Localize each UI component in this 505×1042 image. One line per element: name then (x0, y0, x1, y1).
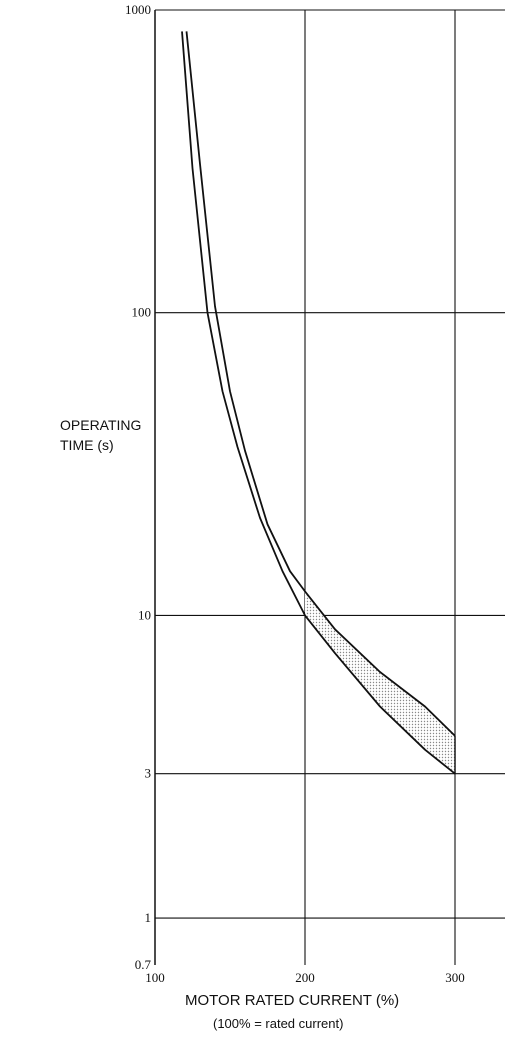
y-tick-label-0.7: 0.7 (135, 957, 152, 972)
y-tick-label-10: 10 (138, 607, 151, 622)
y-tick-label-1000: 1000 (125, 2, 151, 17)
x-axis-label: MOTOR RATED CURRENT (%) (185, 992, 400, 1009)
y-tick-label-1: 1 (145, 910, 152, 925)
x-tick-label-200: 200 (295, 970, 315, 985)
y-axis-label-line-2: TIME (s) (60, 437, 114, 453)
x-axis-sublabel: (100% = rated current) (213, 1016, 344, 1031)
x-tick-label-300: 300 (445, 970, 465, 985)
y-axis-label: OPERATING TIME (s) (60, 415, 141, 455)
y-tick-label-3: 3 (145, 766, 152, 781)
curves (181, 31, 456, 775)
y-axis-label-line-1: OPERATING (60, 417, 142, 433)
curve-1 (185, 31, 456, 737)
curve-2 (181, 31, 456, 775)
grid-lines (154, 9, 505, 965)
x-tick-label-100: 100 (145, 970, 165, 985)
y-tick-label-100: 100 (132, 305, 152, 320)
